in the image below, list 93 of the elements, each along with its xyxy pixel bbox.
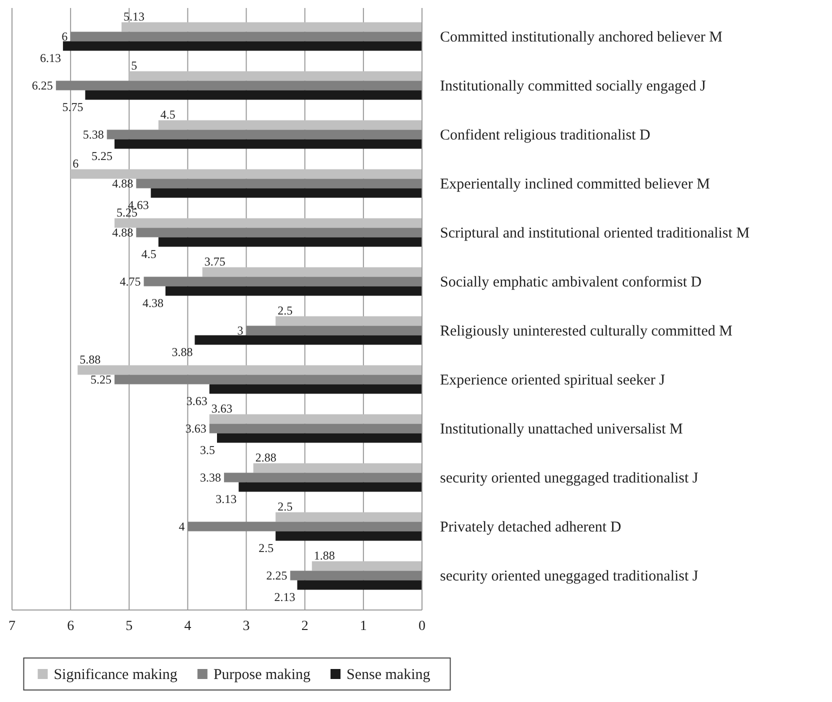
bar [136, 178, 422, 188]
bar [194, 335, 422, 345]
data-label: 2.5 [258, 540, 274, 555]
bar [129, 71, 422, 81]
bar [276, 316, 422, 326]
data-label: 4 [178, 520, 185, 534]
data-label: 4.38 [142, 296, 164, 310]
data-label: 4.88 [112, 226, 134, 240]
bar [224, 472, 422, 482]
x-tick-label: 1 [360, 618, 367, 634]
bar [144, 276, 422, 286]
x-tick-label: 0 [418, 618, 426, 634]
data-label: 5.13 [124, 9, 145, 24]
bar [122, 22, 422, 32]
data-label: 4.88 [112, 176, 134, 190]
legend-label: Significance making [54, 667, 178, 683]
data-label: 2.5 [278, 499, 293, 514]
data-label: 3.75 [204, 254, 226, 268]
bar [114, 374, 422, 384]
data-label: 3 [237, 324, 244, 338]
y-tick-label: security oriented uneggaged traditionalist J [440, 568, 698, 584]
y-tick-label: Privately detached adherent D [440, 520, 622, 536]
data-label: 3.63 [185, 422, 206, 436]
y-tick-label: Institutionally committed socially engaged J [440, 78, 706, 94]
bar [217, 433, 422, 443]
y-tick-label: security oriented uneggaged traditionalist J [440, 470, 698, 486]
bar [238, 482, 422, 492]
bar [246, 326, 422, 336]
bar [78, 365, 422, 375]
data-label: 4.5 [160, 107, 176, 122]
legend-label: Sense making [346, 667, 431, 683]
y-tick-label: Experientally inclined committed believer M [440, 176, 710, 192]
bar [209, 414, 422, 424]
data-label: 3.63 [211, 401, 232, 416]
data-label: 3.88 [172, 344, 193, 359]
x-tick-label: 4 [184, 618, 192, 634]
bar [106, 130, 422, 140]
data-label: 3.38 [200, 470, 222, 484]
bar [114, 139, 422, 149]
y-tick-label: Confident religious traditionalist D [440, 128, 651, 144]
data-label: 2.25 [266, 568, 288, 582]
data-label: 6.25 [32, 78, 53, 92]
data-label: 5.88 [80, 352, 101, 366]
data-label: 5 [131, 58, 138, 72]
y-tick-label: Socially emphatic ambivalent conformist D [440, 274, 702, 290]
bar [253, 463, 422, 473]
y-tick-label: Committed institutionally anchored believer M [440, 30, 722, 46]
data-label: 6 [72, 156, 79, 170]
x-tick-label: 7 [8, 618, 16, 634]
bar [276, 531, 422, 541]
bar [312, 561, 422, 571]
data-label: 5.25 [90, 372, 112, 386]
x-tick-label: 5 [126, 618, 133, 634]
bar [62, 41, 422, 51]
y-tick-label: Scriptural and institutional oriented traditionalist M [440, 226, 750, 242]
x-tick-label: 6 [67, 618, 74, 634]
bar [158, 237, 422, 247]
data-label: 5.75 [62, 100, 84, 114]
bar [56, 80, 422, 90]
data-label: 5.25 [92, 148, 112, 163]
data-label: 2.88 [255, 450, 276, 464]
data-label: 5.38 [82, 128, 104, 142]
x-tick-label: 3 [242, 618, 250, 634]
bar [209, 424, 422, 434]
bar [158, 120, 422, 130]
bar [114, 218, 422, 228]
bar [276, 512, 422, 522]
bar [165, 286, 422, 296]
bar [70, 32, 422, 42]
bar [290, 570, 422, 580]
bar [85, 90, 422, 100]
x-tick-label: 2 [301, 618, 308, 634]
legend-label: Purpose making [213, 667, 312, 683]
data-label: 4.5 [141, 246, 156, 261]
bar [188, 522, 422, 532]
y-tick-label: Experience oriented spiritual seeker J [440, 372, 666, 388]
data-label: 6 [62, 30, 68, 44]
bar [150, 188, 422, 198]
bar [202, 267, 422, 277]
y-tick-label: Religiously uninterested culturally committed M [440, 324, 732, 340]
data-label: 1.88 [314, 548, 335, 562]
bar [209, 384, 422, 394]
bar [297, 580, 422, 590]
data-label: 4.75 [120, 274, 141, 288]
data-label: 2.13 [274, 590, 296, 604]
bar [136, 228, 422, 238]
bar [70, 169, 422, 179]
data-label: 2.5 [278, 303, 293, 318]
y-tick-label: Institutionally unattached universalist M [440, 422, 683, 438]
data-label: 6.13 [40, 50, 61, 65]
data-label: 3.5 [200, 442, 215, 457]
data-label: 3.13 [216, 492, 237, 506]
data-label: 3.63 [186, 394, 208, 408]
